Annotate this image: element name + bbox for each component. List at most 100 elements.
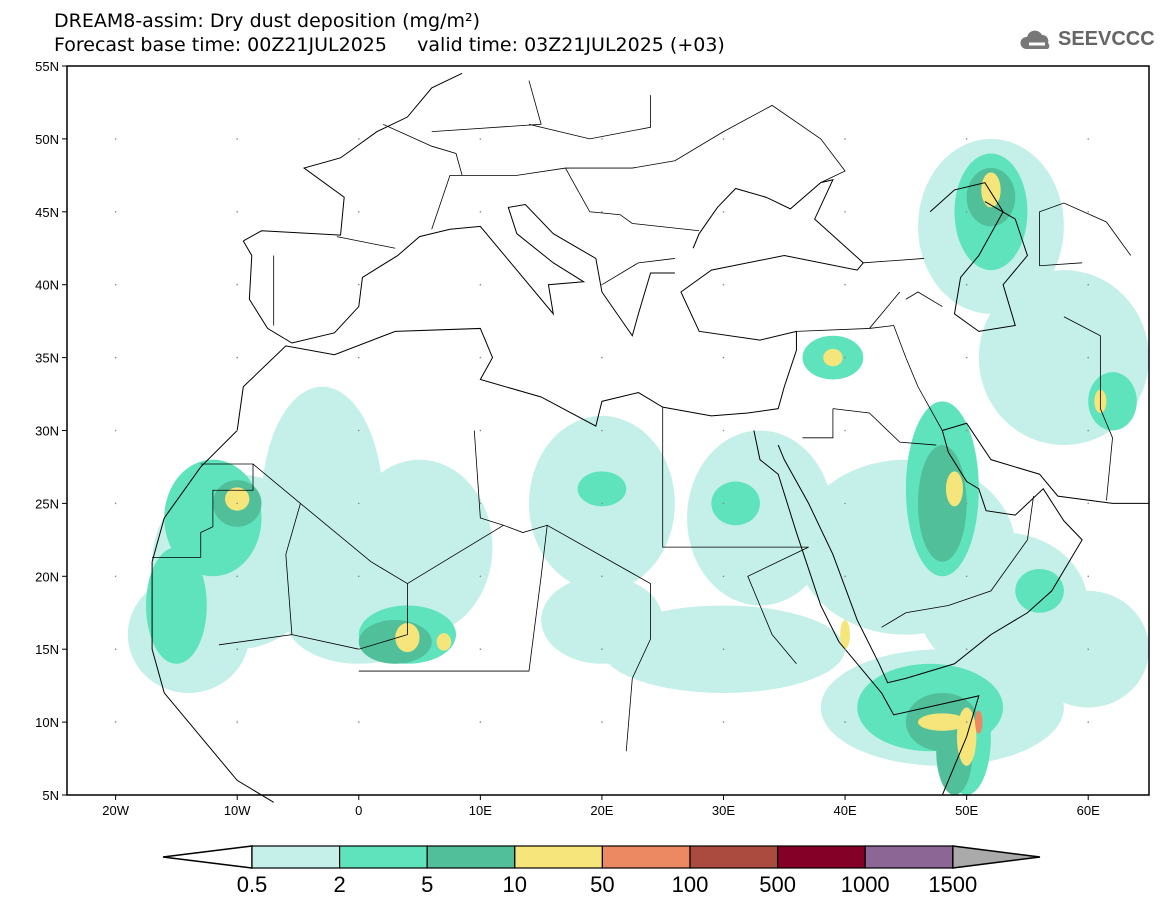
grid-dot — [1087, 356, 1090, 359]
grid-dot — [844, 138, 846, 140]
grid-dot — [357, 211, 360, 213]
grid-dot — [965, 575, 968, 578]
country-border — [863, 258, 925, 264]
grid-dot — [965, 502, 968, 505]
grid-dot — [722, 502, 725, 505]
grid-dot — [357, 721, 360, 723]
country-border — [152, 463, 254, 558]
country-border — [601, 258, 675, 286]
country-border — [300, 503, 651, 639]
colorbar-segment — [864, 845, 954, 869]
grid-dot — [601, 138, 603, 140]
grid-dot — [722, 211, 725, 213]
coastline — [929, 182, 1028, 332]
lat-label: 15N — [35, 642, 59, 657]
colorbar-segment — [426, 845, 516, 869]
grid-dot — [844, 283, 846, 286]
lon-label: 10W — [224, 803, 251, 818]
grid-dot — [236, 283, 239, 286]
grid-dot — [965, 283, 968, 286]
lat-label: 25N — [35, 496, 59, 511]
coastline — [753, 430, 980, 796]
lon-label: 10E — [469, 803, 492, 818]
dust-area — [840, 620, 850, 650]
grid-dot — [965, 356, 968, 359]
country-border — [1027, 496, 1034, 540]
lat-label: 55N — [35, 59, 59, 74]
grid-dot — [114, 575, 117, 578]
dust-area — [918, 445, 967, 562]
grid-dot — [844, 721, 846, 723]
coastline — [242, 203, 675, 344]
grid-dot — [722, 648, 725, 650]
country-border — [905, 291, 943, 307]
forecast-time: Forecast base time: 00Z21JUL2025 valid t… — [54, 34, 725, 56]
country-border — [336, 236, 396, 249]
grid-dot — [601, 356, 603, 359]
grid-dot — [1087, 575, 1090, 578]
country-border — [1063, 316, 1113, 501]
dust-area — [975, 710, 983, 734]
grid-dot — [479, 502, 482, 505]
dust-area — [225, 487, 250, 511]
grid-dot — [965, 211, 968, 213]
grid-dot — [479, 721, 482, 723]
grid-dot — [479, 211, 482, 213]
seevccc-logo: SEEVCCC — [1020, 28, 1155, 51]
grid-dot — [479, 283, 482, 286]
dust-area — [981, 172, 1001, 208]
colorbar-label: 0.5 — [237, 872, 268, 897]
country-border — [625, 638, 651, 752]
grid-dot — [114, 138, 117, 140]
lon-label: 0 — [355, 803, 362, 818]
map-title: DREAM8-assim: Dry dust deposition (mg/m²… — [54, 10, 481, 32]
grid-dot — [357, 356, 360, 359]
grid-dot — [114, 283, 117, 286]
country-border — [881, 539, 1028, 628]
dust-area — [711, 481, 760, 526]
grid-dot — [1087, 648, 1090, 650]
colorbar-over-arrow — [952, 845, 1041, 869]
dust-area — [358, 620, 432, 664]
lat-label: 5N — [42, 788, 59, 803]
logo-text: SEEVCCC — [1058, 28, 1155, 50]
coastline — [151, 561, 274, 803]
lon-label: 50E — [955, 803, 978, 818]
grid-dot — [1087, 429, 1090, 432]
colorbar-segment — [514, 845, 603, 869]
colorbar-label: 5 — [421, 872, 433, 897]
coastline — [777, 430, 1083, 684]
grid-dot — [236, 356, 239, 359]
coastline — [151, 255, 864, 562]
lat-label: 35N — [35, 351, 59, 366]
grid-dot — [601, 502, 603, 505]
lat-label: 10N — [35, 715, 59, 730]
dust-area — [577, 471, 627, 507]
grid-dot — [1087, 138, 1090, 140]
colorbar-label: 1000 — [841, 872, 890, 897]
grid-dot — [844, 356, 846, 359]
grid-dot — [236, 138, 239, 140]
colorbar-label: 1500 — [928, 872, 977, 897]
lon-label: 40E — [833, 803, 856, 818]
colorbar-segment — [251, 845, 341, 869]
grid-dot — [357, 648, 360, 650]
grid-dot — [844, 211, 846, 213]
grid-dot — [722, 429, 725, 432]
grid-dot — [601, 721, 603, 723]
colorbar-label: 100 — [672, 872, 709, 897]
grid-dot — [1087, 211, 1090, 213]
country-border — [802, 408, 834, 439]
country-border — [358, 525, 548, 672]
grid-dot — [601, 575, 603, 578]
grid-dot — [965, 648, 968, 650]
grid-dot — [114, 502, 117, 505]
grid-dot — [965, 721, 968, 723]
grid-dot — [722, 575, 725, 578]
grid-dot — [357, 429, 360, 432]
grid-dot — [844, 502, 846, 505]
grid-dot — [114, 648, 117, 650]
grid-dot — [844, 429, 846, 432]
lon-label: 60E — [1077, 803, 1100, 818]
